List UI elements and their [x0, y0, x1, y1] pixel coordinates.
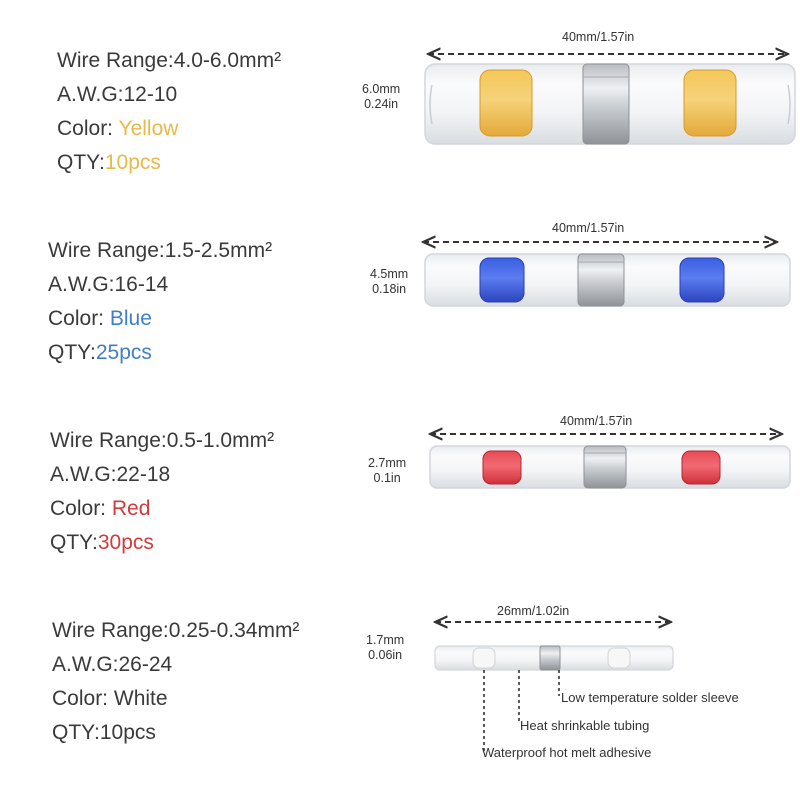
qty-value: 10pcs [104, 151, 161, 174]
color-row: Color: Blue [48, 302, 398, 336]
diameter-in: 0.18in [372, 282, 407, 296]
diameter-mm: 4.5mm [370, 267, 409, 281]
spec-block-yellow: Wire Range:4.0-6.0mm² A.W.G:12-10 Color:… [57, 44, 407, 180]
qty-value: 10pcs [99, 721, 156, 744]
diameter-in: 0.1in [373, 471, 401, 485]
solder-sleeve [583, 445, 627, 489]
connector-blue [415, 232, 791, 307]
solder-sleeve [539, 645, 561, 671]
qty-row: QTY:25pcs [48, 336, 398, 370]
spec-block-blue: Wire Range:1.5-2.5mm² A.W.G:16-14 Color:… [48, 234, 398, 370]
color-label: Color: [57, 117, 114, 140]
awg: A.W.G:12-10 [57, 83, 178, 106]
adhesive-ring-right [679, 257, 725, 303]
diameter-label-yellow: 6.0mm 0.24in [362, 82, 400, 112]
adhesive-ring-left [479, 69, 533, 137]
qty-value: 25pcs [95, 341, 152, 364]
awg: A.W.G:16-14 [48, 273, 169, 296]
adhesive-ring-left [472, 647, 496, 669]
diameter-label-red: 2.7mm 0.1in [368, 456, 406, 486]
qty-label: QTY: [50, 531, 98, 554]
wire-range: Wire Range:0.25-0.34mm² [52, 619, 300, 642]
length-label-red: 40mm/1.57in [560, 414, 633, 428]
wire-range: Wire Range:4.0-6.0mm² [57, 49, 282, 72]
adhesive-ring-right [681, 450, 721, 485]
adhesive-ring-right [607, 647, 631, 669]
diameter-label-blue: 4.5mm 0.18in [370, 267, 408, 297]
diameter-mm: 1.7mm [366, 633, 405, 647]
connector-yellow [424, 40, 796, 145]
solder-sleeve [577, 253, 625, 307]
color-value: Yellow [118, 117, 179, 140]
color-label: Color: [52, 687, 109, 710]
wire-range: Wire Range:0.5-1.0mm² [50, 429, 275, 452]
spec-block-red: Wire Range:0.5-1.0mm² A.W.G:22-18 Color:… [50, 424, 400, 560]
qty-label: QTY: [48, 341, 96, 364]
callout-solder-sleeve: Low temperature solder sleeve [561, 690, 739, 705]
color-value: Blue [109, 307, 152, 330]
adhesive-ring-left [482, 450, 522, 485]
color-row: Color: Yellow [57, 112, 407, 146]
qty-value: 30pcs [97, 531, 154, 554]
connector-red [420, 424, 791, 489]
callout-tubing: Heat shrinkable tubing [520, 718, 650, 733]
qty-label: QTY: [57, 151, 105, 174]
qty-row: QTY:10pcs [52, 716, 402, 750]
color-value: White [113, 687, 168, 710]
color-row: Color: Red [50, 492, 400, 526]
callout-adhesive: Waterproof hot melt adhesive [482, 745, 652, 760]
diameter-mm: 2.7mm [368, 456, 407, 470]
qty-row: QTY:10pcs [57, 146, 407, 180]
color-value: Red [111, 497, 151, 520]
length-label-blue: 40mm/1.57in [552, 221, 625, 235]
qty-row: QTY:30pcs [50, 526, 400, 560]
awg: A.W.G:26-24 [52, 653, 173, 676]
awg: A.W.G:22-18 [50, 463, 171, 486]
wire-range: Wire Range:1.5-2.5mm² [48, 239, 273, 262]
color-row: Color: White [52, 682, 402, 716]
color-label: Color: [48, 307, 105, 330]
qty-label: QTY: [52, 721, 100, 744]
length-label-white: 26mm/1.02in [497, 604, 570, 618]
color-label: Color: [50, 497, 107, 520]
adhesive-ring-right [683, 69, 737, 137]
diameter-label-white: 1.7mm 0.06in [366, 633, 404, 663]
diameter-mm: 6.0mm [362, 82, 401, 96]
diameter-in: 0.24in [364, 97, 399, 111]
adhesive-ring-left [479, 257, 525, 303]
spec-block-white: Wire Range:0.25-0.34mm² A.W.G:26-24 Colo… [52, 614, 402, 750]
solder-sleeve [582, 63, 630, 145]
connector-white [425, 612, 674, 754]
length-label-yellow: 40mm/1.57in [562, 30, 635, 44]
diameter-in: 0.06in [368, 648, 403, 662]
